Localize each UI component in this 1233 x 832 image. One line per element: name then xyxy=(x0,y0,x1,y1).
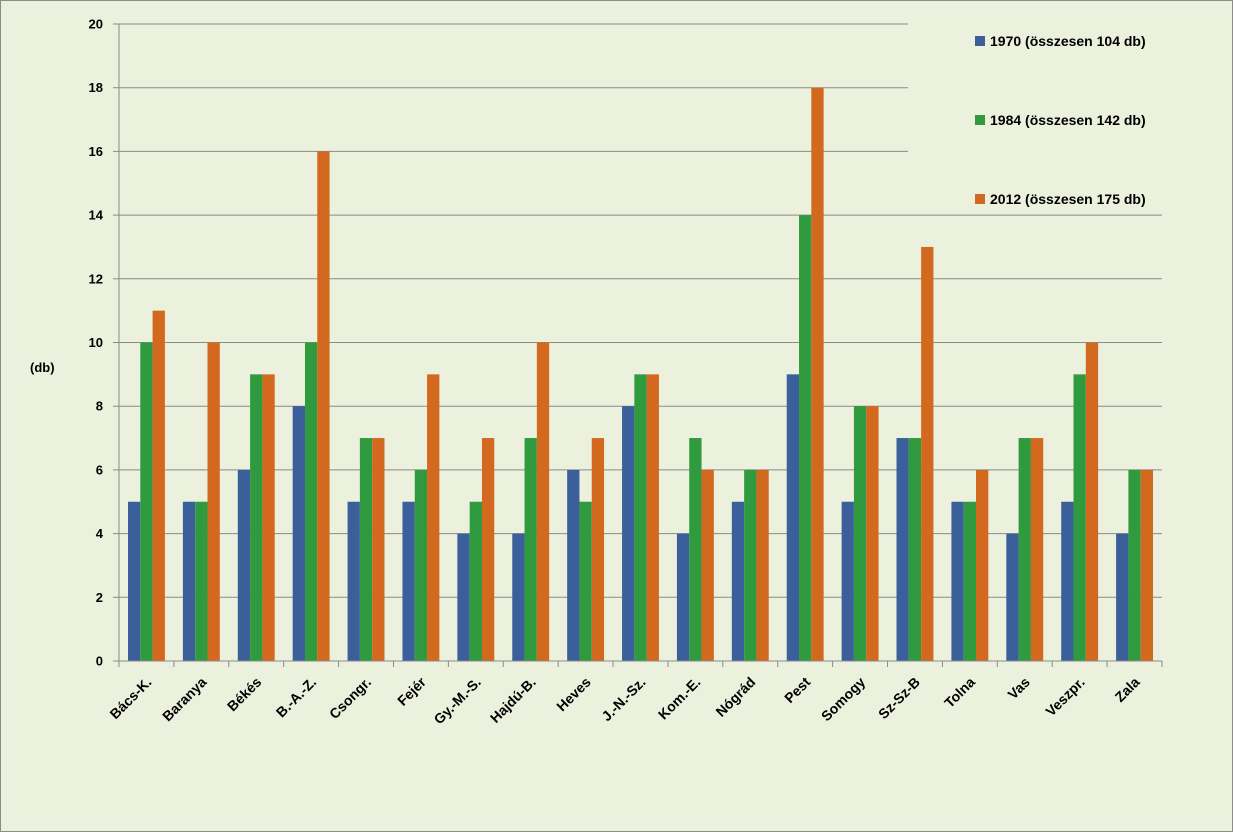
bar xyxy=(469,501,482,661)
bars xyxy=(127,87,1154,661)
y-tick-label: 18 xyxy=(89,80,103,95)
legend-swatch xyxy=(975,194,985,204)
x-tick-label: Baranya xyxy=(159,674,210,725)
y-tick-label: 0 xyxy=(96,654,103,669)
bar xyxy=(853,406,867,661)
bar xyxy=(756,469,769,661)
bar xyxy=(292,406,305,661)
x-tick-label: Csongr. xyxy=(326,674,374,722)
bar xyxy=(140,342,153,661)
bar xyxy=(591,438,605,661)
bar xyxy=(811,87,824,661)
bar xyxy=(676,533,690,661)
x-tick-label: Heves xyxy=(553,674,594,715)
bar xyxy=(1128,469,1141,661)
bar xyxy=(622,406,635,661)
bar xyxy=(152,310,165,661)
x-tick-label: Kom.-E. xyxy=(655,674,704,723)
x-tick-label: Gy.-M.-S. xyxy=(430,674,483,727)
y-tick-label: 16 xyxy=(89,144,103,159)
bar xyxy=(1006,533,1019,661)
x-tick-label: Tolna xyxy=(941,674,978,711)
x-tick-label: Sz-Sz-B xyxy=(875,674,923,722)
legend-swatch xyxy=(975,36,985,46)
bar xyxy=(237,469,251,661)
bar xyxy=(127,501,141,661)
bar xyxy=(799,215,812,661)
x-tick-label: Zala xyxy=(1112,674,1143,705)
x-tick-label: Hajdú-B. xyxy=(487,674,539,726)
bar xyxy=(427,374,440,661)
bar xyxy=(951,501,964,661)
bar xyxy=(567,469,580,661)
x-tick-label: Somogy xyxy=(818,674,869,725)
x-tick-label: Veszpr. xyxy=(1042,674,1087,719)
x-tick-label: J.-N.-Sz. xyxy=(598,674,648,724)
bar xyxy=(524,438,537,661)
legend-label: 2012 (összesen 175 db) xyxy=(990,191,1146,207)
bar xyxy=(414,469,428,661)
legend-label: 1984 (összesen 142 db) xyxy=(990,112,1146,128)
x-tick-label: Pest xyxy=(781,674,813,706)
bar xyxy=(1018,438,1031,661)
bar xyxy=(1140,469,1154,661)
bar xyxy=(908,438,922,661)
bar xyxy=(359,438,373,661)
bar xyxy=(207,342,220,661)
bar xyxy=(1030,438,1044,661)
bar xyxy=(963,501,977,661)
bar xyxy=(1085,342,1099,661)
bar xyxy=(402,501,415,661)
bar xyxy=(731,501,745,661)
bar xyxy=(744,469,757,661)
bar xyxy=(347,501,360,661)
bar xyxy=(1061,501,1074,661)
legend-swatch xyxy=(975,115,985,125)
y-tick-label: 14 xyxy=(89,208,104,223)
x-tick-label: B.-A.-Z. xyxy=(273,674,320,721)
bar xyxy=(250,374,263,661)
bar xyxy=(1073,374,1086,661)
bar xyxy=(481,438,495,661)
bar xyxy=(1116,533,1129,661)
legend: 1970 (összesen 104 db) 1984 (összesen 142… xyxy=(975,33,1146,207)
legend-label: 1970 (összesen 104 db) xyxy=(990,33,1146,49)
bar xyxy=(536,342,550,661)
x-tick-label: Nógrád xyxy=(712,674,758,720)
bar xyxy=(976,469,989,661)
bar xyxy=(896,438,909,661)
bar xyxy=(689,438,702,661)
bar xyxy=(317,151,330,661)
y-tick-label: 12 xyxy=(89,271,103,286)
bar xyxy=(634,374,647,661)
bar xyxy=(579,501,592,661)
x-tick-label: Bács-K. xyxy=(106,674,154,722)
bar xyxy=(262,374,275,661)
bar xyxy=(701,469,714,661)
bar xyxy=(921,246,934,661)
x-tick-label: Vas xyxy=(1005,674,1034,703)
x-tick-label: Fejér xyxy=(394,673,429,708)
bar xyxy=(786,374,800,661)
y-tick-label: 6 xyxy=(96,462,103,477)
y-tick-label: 20 xyxy=(89,17,103,32)
x-tick-label: Békés xyxy=(224,674,265,715)
bar xyxy=(372,438,385,661)
bar xyxy=(195,501,208,661)
bar xyxy=(182,501,196,661)
bar xyxy=(841,501,854,661)
y-tick-label: 8 xyxy=(96,399,103,414)
bar xyxy=(304,342,318,661)
bar xyxy=(646,374,659,661)
y-tick-label: 10 xyxy=(89,335,103,350)
bar xyxy=(866,406,879,661)
y-tick-label: 4 xyxy=(96,526,104,541)
y-tick-label: 2 xyxy=(96,590,103,605)
bar xyxy=(457,533,470,661)
y-axis-label: (db) xyxy=(30,360,55,375)
bar xyxy=(512,533,525,661)
